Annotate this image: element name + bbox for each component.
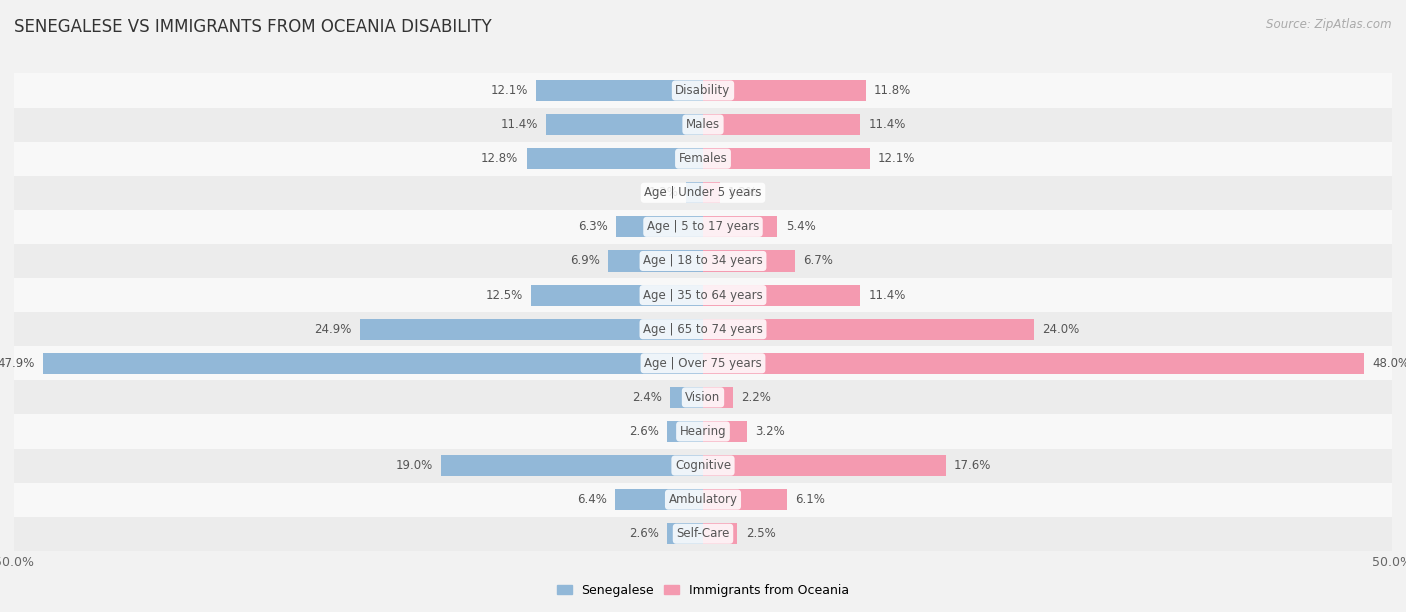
Text: Disability: Disability bbox=[675, 84, 731, 97]
Bar bbox=[703, 353, 1364, 374]
Text: 2.6%: 2.6% bbox=[628, 528, 659, 540]
Bar bbox=[44, 353, 703, 374]
Text: Cognitive: Cognitive bbox=[675, 459, 731, 472]
Bar bbox=[360, 319, 703, 340]
Bar bbox=[703, 80, 866, 101]
Bar bbox=[14, 449, 1392, 483]
Text: Females: Females bbox=[679, 152, 727, 165]
Text: 12.8%: 12.8% bbox=[481, 152, 519, 165]
Bar bbox=[703, 421, 747, 442]
Text: Age | 35 to 64 years: Age | 35 to 64 years bbox=[643, 289, 763, 302]
Legend: Senegalese, Immigrants from Oceania: Senegalese, Immigrants from Oceania bbox=[551, 579, 855, 602]
Text: 6.7%: 6.7% bbox=[804, 255, 834, 267]
Bar bbox=[14, 312, 1392, 346]
Bar bbox=[536, 80, 703, 101]
Text: 1.2%: 1.2% bbox=[648, 186, 678, 200]
Bar bbox=[14, 141, 1392, 176]
Text: 11.4%: 11.4% bbox=[869, 118, 905, 131]
Bar bbox=[531, 285, 703, 305]
Bar bbox=[614, 489, 703, 510]
Bar bbox=[14, 244, 1392, 278]
Text: 11.4%: 11.4% bbox=[501, 118, 537, 131]
Bar bbox=[14, 176, 1392, 210]
Text: Source: ZipAtlas.com: Source: ZipAtlas.com bbox=[1267, 18, 1392, 31]
Text: 48.0%: 48.0% bbox=[1372, 357, 1406, 370]
Bar bbox=[14, 380, 1392, 414]
Text: 24.9%: 24.9% bbox=[315, 323, 352, 335]
Bar bbox=[441, 455, 703, 476]
Bar bbox=[703, 523, 738, 544]
Text: Ambulatory: Ambulatory bbox=[668, 493, 738, 506]
Bar bbox=[703, 455, 945, 476]
Bar bbox=[14, 517, 1392, 551]
Text: Males: Males bbox=[686, 118, 720, 131]
Text: 6.4%: 6.4% bbox=[576, 493, 606, 506]
Bar bbox=[703, 148, 870, 170]
Text: 3.2%: 3.2% bbox=[755, 425, 785, 438]
Text: 19.0%: 19.0% bbox=[395, 459, 433, 472]
Bar bbox=[607, 250, 703, 272]
Bar bbox=[14, 108, 1392, 141]
Bar bbox=[686, 182, 703, 203]
Bar bbox=[703, 114, 860, 135]
Bar bbox=[14, 73, 1392, 108]
Text: 11.4%: 11.4% bbox=[869, 289, 905, 302]
Text: Hearing: Hearing bbox=[679, 425, 727, 438]
Bar bbox=[546, 114, 703, 135]
Bar bbox=[14, 278, 1392, 312]
Bar bbox=[616, 216, 703, 237]
Text: 2.4%: 2.4% bbox=[631, 391, 662, 404]
Bar bbox=[14, 414, 1392, 449]
Text: 17.6%: 17.6% bbox=[953, 459, 991, 472]
Text: Age | Over 75 years: Age | Over 75 years bbox=[644, 357, 762, 370]
Bar bbox=[527, 148, 703, 170]
Text: 24.0%: 24.0% bbox=[1042, 323, 1080, 335]
Bar bbox=[14, 210, 1392, 244]
Bar bbox=[703, 216, 778, 237]
Bar bbox=[703, 387, 734, 408]
Bar bbox=[14, 346, 1392, 380]
Text: Age | 18 to 34 years: Age | 18 to 34 years bbox=[643, 255, 763, 267]
Bar bbox=[703, 285, 860, 305]
Text: Age | 5 to 17 years: Age | 5 to 17 years bbox=[647, 220, 759, 233]
Text: Vision: Vision bbox=[685, 391, 721, 404]
Text: Age | 65 to 74 years: Age | 65 to 74 years bbox=[643, 323, 763, 335]
Text: 11.8%: 11.8% bbox=[875, 84, 911, 97]
Text: 12.5%: 12.5% bbox=[485, 289, 523, 302]
Bar bbox=[14, 483, 1392, 517]
Text: 5.4%: 5.4% bbox=[786, 220, 815, 233]
Bar bbox=[703, 250, 796, 272]
Text: 2.5%: 2.5% bbox=[745, 528, 776, 540]
Bar bbox=[703, 182, 720, 203]
Bar bbox=[669, 387, 703, 408]
Bar bbox=[668, 523, 703, 544]
Text: SENEGALESE VS IMMIGRANTS FROM OCEANIA DISABILITY: SENEGALESE VS IMMIGRANTS FROM OCEANIA DI… bbox=[14, 18, 492, 36]
Text: 6.3%: 6.3% bbox=[578, 220, 607, 233]
Bar bbox=[703, 319, 1033, 340]
Text: 6.9%: 6.9% bbox=[569, 255, 599, 267]
Text: Self-Care: Self-Care bbox=[676, 528, 730, 540]
Bar bbox=[703, 489, 787, 510]
Text: 2.2%: 2.2% bbox=[741, 391, 772, 404]
Text: 12.1%: 12.1% bbox=[491, 84, 529, 97]
Text: Age | Under 5 years: Age | Under 5 years bbox=[644, 186, 762, 200]
Text: 12.1%: 12.1% bbox=[877, 152, 915, 165]
Text: 47.9%: 47.9% bbox=[0, 357, 35, 370]
Text: 6.1%: 6.1% bbox=[796, 493, 825, 506]
Text: 1.2%: 1.2% bbox=[728, 186, 758, 200]
Bar bbox=[668, 421, 703, 442]
Text: 2.6%: 2.6% bbox=[628, 425, 659, 438]
